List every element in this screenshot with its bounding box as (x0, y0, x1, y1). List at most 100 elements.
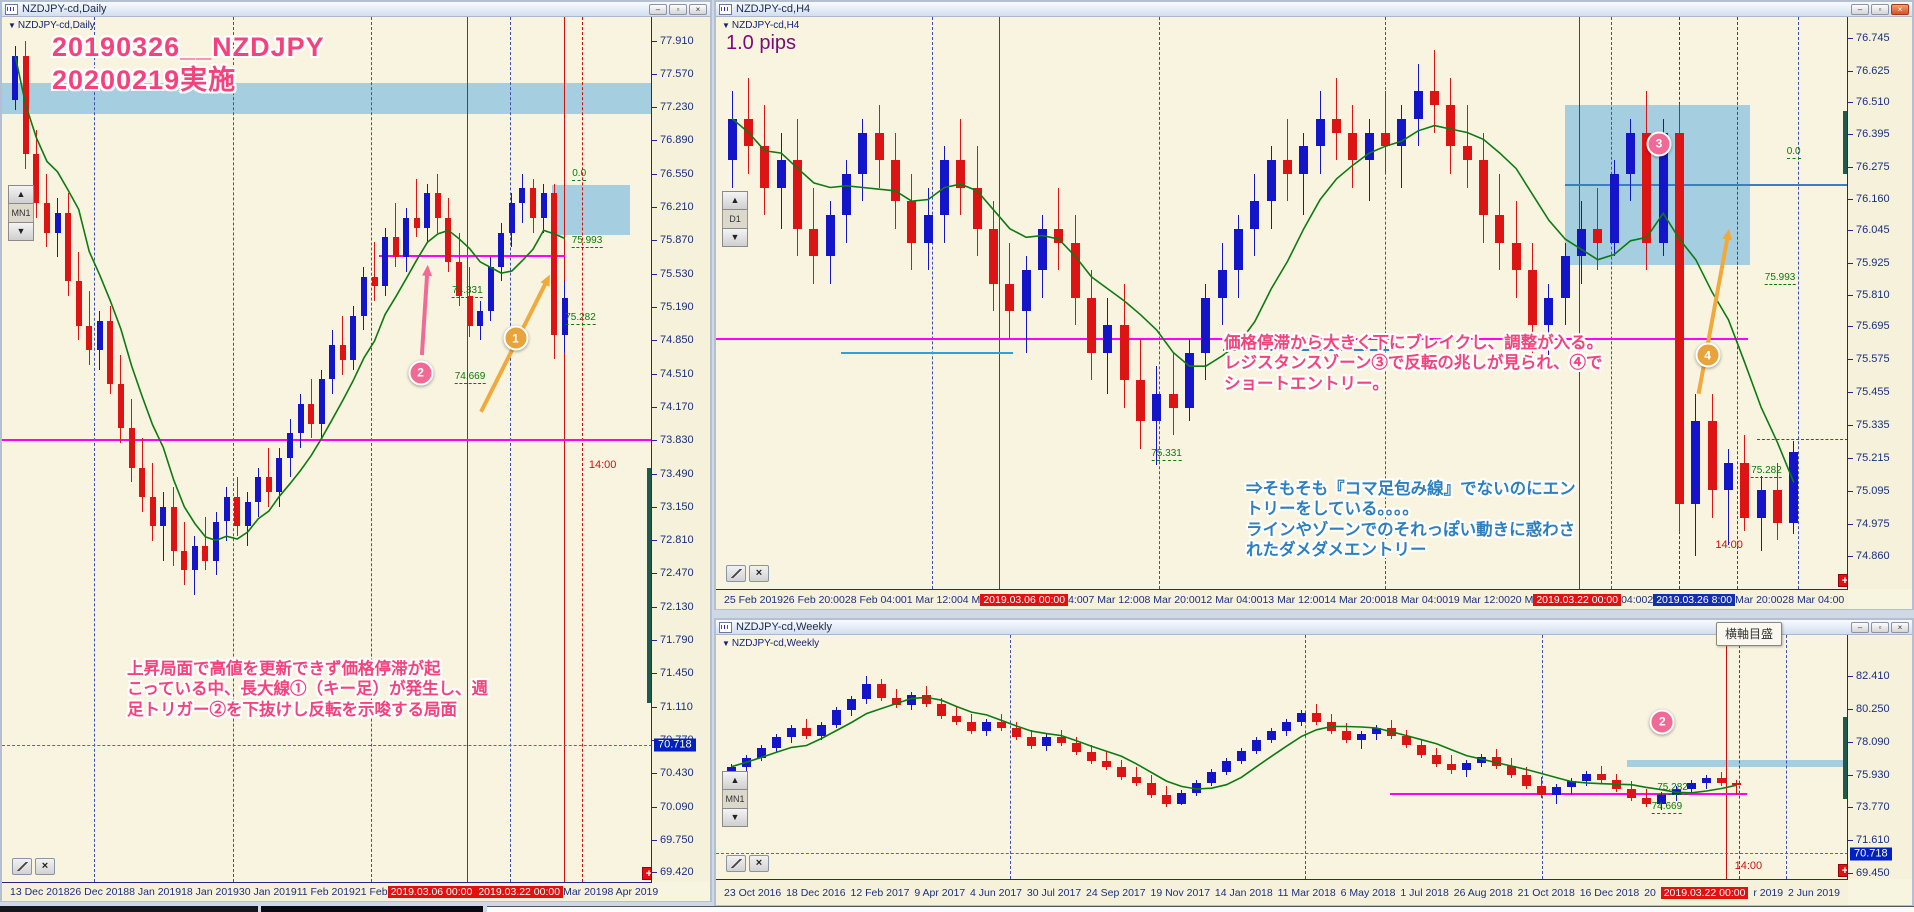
candle (1283, 160, 1292, 174)
brush-tool-icon[interactable] (726, 565, 746, 582)
h4-time-axis[interactable]: 25 Feb 2019 26 Feb 20:00 28 Feb 04:00 1 Mar… (716, 589, 1848, 609)
candle (1495, 215, 1505, 243)
add-order-button[interactable]: + (1838, 864, 1847, 877)
weekly-time-axis[interactable]: 23 Oct 2016 18 Dec 2016 12 Feb 2017 9 Apr 2… (716, 879, 1848, 905)
price-axis-label: 71.450 (660, 667, 694, 680)
candle (1364, 132, 1374, 160)
time-axis-label: 8 Apr 2019 (607, 886, 659, 898)
delete-object-icon[interactable]: × (35, 858, 55, 875)
time-axis-label: 16 Dec 2018 (1579, 886, 1640, 899)
candle (1577, 228, 1586, 257)
candle (287, 433, 293, 458)
taskbar-segment[interactable] (261, 906, 483, 912)
candle (508, 203, 515, 233)
delete-object-icon[interactable]: × (749, 565, 769, 582)
candle (1740, 462, 1750, 518)
candle (997, 721, 1006, 728)
price-axis-label: 76.210 (660, 201, 694, 214)
titlebar-weekly[interactable]: NZDJPY-cd,Weekly – ▫ × (716, 620, 1912, 635)
object-toolbar: × (726, 855, 769, 872)
weekly-chart-plot[interactable]: ▼ NZDJPY-cd,Weekly 75.282 74.669 14:00 2 ▲ MN1… (716, 635, 1848, 879)
price-axis-label: 76.275 (1856, 160, 1890, 173)
candle (1348, 132, 1358, 160)
candle (308, 403, 315, 424)
close-button[interactable]: × (1891, 3, 1909, 15)
price-tick (652, 40, 657, 42)
time-axis-label: 11 Feb 2019 (296, 886, 355, 898)
scale-down-button[interactable]: ▼ (722, 228, 748, 247)
candle (350, 315, 357, 360)
candle (1299, 146, 1309, 174)
price-axis-label: 71.110 (660, 700, 693, 713)
gridline (1158, 17, 1160, 589)
price-axis-label: 75.190 (660, 300, 694, 313)
price-tick (1848, 198, 1853, 200)
horizontal-level-line (1565, 183, 1847, 186)
price-tick (652, 606, 657, 608)
add-order-button[interactable]: + (642, 867, 651, 880)
daily-price-axis[interactable]: 77.910 77.570 77.230 76.890 76.550 76.210 75.8… (652, 17, 710, 882)
weekly-price-axis[interactable]: 82.410 80.250 78.090 75.930 73.770 71.610 69.4… (1848, 635, 1912, 879)
daily-chart-plot[interactable]: ▼ NZDJPY-cd,Daily 20190326__NZDJPY 202002… (2, 17, 652, 882)
daily-analysis-annotation: 上昇局面で高値を更新できず価格停滞が起 こっている中、長大線①（キー足）が発生し… (127, 660, 489, 719)
candle (742, 757, 751, 767)
delete-object-icon[interactable]: × (749, 855, 769, 872)
close-button[interactable]: × (689, 3, 707, 15)
price-tick (652, 306, 657, 308)
time-axis-label: 12 Feb 2017 (850, 886, 910, 899)
h4-chart-plot[interactable]: ▼ NZDJPY-cd,H4 1.0 pips 価格停滞から大きく下にブレイクし、… (716, 17, 1848, 589)
candle (12, 56, 19, 101)
candle (1627, 788, 1636, 798)
timeframe-label: MN1 (722, 790, 748, 808)
taskbar-segment[interactable] (0, 906, 258, 912)
candle (1387, 728, 1396, 736)
time-axis-label: 2 (1647, 593, 1654, 606)
h4-price-axis[interactable]: 76.745 76.625 76.510 76.395 76.275 76.160 76.0… (1848, 17, 1912, 589)
scale-up-button[interactable]: ▲ (722, 771, 748, 790)
candle (1252, 740, 1261, 751)
time-axis-label: 6 May 2018 (1340, 886, 1396, 899)
vertical-marker-line (1578, 17, 1580, 589)
candle (329, 345, 336, 380)
price-axis-label: 74.860 (1856, 550, 1890, 562)
step-marker-3: 3 (1646, 131, 1672, 156)
candle (1773, 490, 1782, 523)
taskbar-segment[interactable] (487, 906, 1914, 912)
candle (1070, 242, 1080, 298)
pips-label: 1.0 pips (726, 32, 797, 54)
titlebar-h4[interactable]: NZDJPY-cd,H4 – ▫ × (716, 2, 1912, 17)
time-axis-label: 1 Jul 2018 (1400, 886, 1449, 899)
scale-up-button[interactable]: ▲ (8, 185, 34, 204)
restore-button[interactable]: ▫ (1871, 3, 1889, 15)
brush-tool-icon[interactable] (726, 855, 746, 872)
candle (403, 217, 410, 257)
candle (1250, 201, 1260, 229)
close-button[interactable]: × (1891, 621, 1909, 633)
price-axis-label: 73.770 (1856, 801, 1890, 814)
restore-button[interactable]: ▫ (1871, 621, 1889, 633)
scale-down-button[interactable]: ▼ (8, 222, 34, 241)
add-order-button[interactable]: + (1838, 574, 1847, 587)
minimize-button[interactable]: – (1851, 621, 1869, 633)
minimize-button[interactable]: – (1851, 3, 1869, 15)
scale-up-button[interactable]: ▲ (722, 191, 748, 210)
candle (498, 232, 505, 267)
brush-tool-icon[interactable] (12, 858, 32, 875)
scale-down-button[interactable]: ▼ (722, 808, 748, 827)
candle-wick (1401, 105, 1403, 188)
minimize-button[interactable]: – (649, 3, 667, 15)
price-tick (652, 140, 657, 142)
candle (540, 193, 547, 218)
price-axis-label: 73.830 (660, 434, 694, 447)
price-axis-label: 71.790 (660, 634, 694, 647)
candle (1687, 782, 1696, 789)
candle (1702, 778, 1711, 783)
vertical-marker-line (1725, 635, 1727, 879)
vertical-marker-line (581, 17, 583, 882)
daily-time-axis[interactable]: 13 Dec 2018 26 Dec 2018 8 Jan 2019 18 Jan 2… (2, 882, 658, 901)
titlebar-daily[interactable]: NZDJPY-cd,Daily – ▫ × (2, 2, 710, 17)
candle-wick (204, 516, 206, 571)
restore-button[interactable]: ▫ (669, 3, 687, 15)
candle (139, 467, 146, 497)
object-toolbar: × (726, 565, 769, 582)
